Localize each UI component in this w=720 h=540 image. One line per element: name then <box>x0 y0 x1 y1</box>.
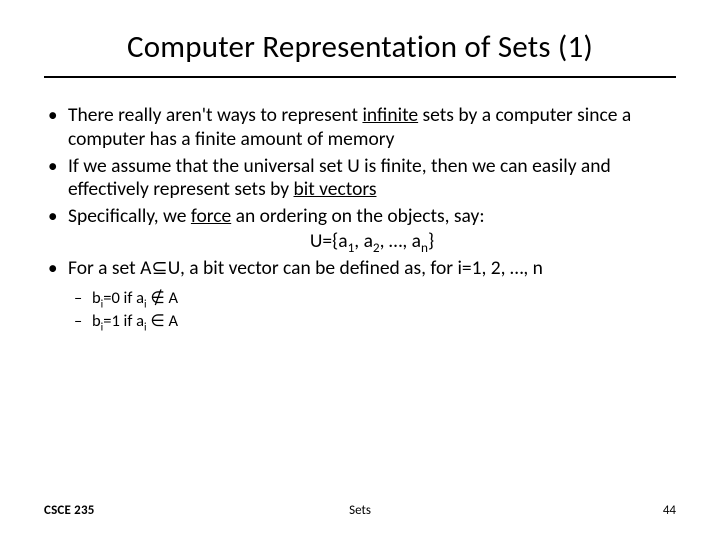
bullet-list: There really aren't ways to represent in… <box>44 104 676 280</box>
bullet-item-3: Specifically, we force an ordering on th… <box>44 205 676 254</box>
b3-underlined: force <box>191 204 231 228</box>
title-underline <box>44 76 676 78</box>
bullet-item-2: If we assume that the universal set U is… <box>44 155 676 203</box>
b4-text: For a set A⊆U, a bit vector can be defin… <box>68 256 543 280</box>
b2-underlined: bit vectors <box>294 177 377 201</box>
b3-post: an ordering on the objects, say: <box>231 204 484 228</box>
eq-subn: n <box>421 239 428 256</box>
slide-content: There really aren't ways to represent in… <box>44 104 676 331</box>
slide-footer: CSCE 235 Sets 44 <box>0 503 720 518</box>
s2-mid: =1 if a <box>103 311 144 331</box>
s1-post: ∉ A <box>147 288 178 308</box>
b3-pre: Specifically, we <box>68 204 191 228</box>
bullet-item-4: For a set A⊆U, a bit vector can be defin… <box>44 257 676 281</box>
s1-pre: b <box>92 288 101 308</box>
sub-bullet-list: bi=0 if ai ∉ A bi=1 if ai ∈ A <box>72 288 676 330</box>
sub-bullet-2: bi=1 if ai ∈ A <box>72 311 676 331</box>
sub-bullet-1: bi=0 if ai ∉ A <box>72 288 676 308</box>
equation-universal-set: U={a1, a2, …, an} <box>68 230 676 254</box>
bullet-item-1: There really aren't ways to represent in… <box>44 104 676 152</box>
eq-pre: U={a <box>310 229 348 253</box>
s2-pre: b <box>92 311 101 331</box>
b1-pre: There really aren't ways to represent <box>68 103 362 127</box>
eq-mid1: , a <box>354 229 373 253</box>
s1-mid: =0 if a <box>103 288 144 308</box>
eq-mid2: , …, a <box>380 229 421 253</box>
s2-post: ∈ A <box>147 311 178 331</box>
footer-topic: Sets <box>349 503 371 518</box>
slide-title: Computer Representation of Sets (1) <box>44 28 676 66</box>
eq-post: } <box>428 229 434 253</box>
slide: Computer Representation of Sets (1) Ther… <box>0 0 720 540</box>
footer-course-code: CSCE 235 <box>44 503 95 518</box>
eq-sub2: 2 <box>373 239 380 256</box>
b1-underlined: infinite <box>362 103 418 127</box>
footer-page-number: 44 <box>663 503 676 518</box>
